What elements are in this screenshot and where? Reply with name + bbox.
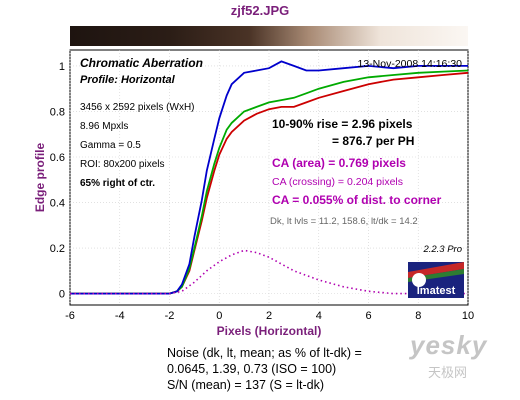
x-tick-label: 4 — [316, 310, 322, 322]
y-axis-label: Edge profile — [33, 143, 47, 213]
edge-gradient-strip — [70, 26, 468, 46]
info-line: 65% right of ctr. — [80, 178, 155, 189]
y-tick-label: 1 — [59, 61, 65, 73]
panel-subheading: Profile: Horizontal — [80, 74, 176, 86]
footer-line-3: S/N (mean) = 137 (S = lt-dk) — [167, 378, 325, 392]
x-tick-label: -4 — [115, 310, 125, 322]
x-tick-label: 2 — [266, 310, 272, 322]
edge-profile-chart: -6 -4 -2 0 2 4 6 8 10 0 0.2 0.4 0.6 0.8 1 Pixels (Horiz… — [33, 49, 474, 338]
panel-heading: Chromatic Aberration — [80, 56, 203, 70]
y-tick-label: 0 — [59, 289, 65, 301]
ca-percent: CA = 0.055% of dist. to corner — [272, 193, 442, 207]
x-axis-label: Pixels (Horizontal) — [217, 324, 322, 338]
info-line: 3456 x 2592 pixels (WxH) — [80, 102, 195, 113]
info-line: 8.96 Mpxls — [80, 121, 128, 132]
chart-title: zjf52.JPG — [230, 3, 290, 18]
x-tick-label: 10 — [462, 310, 474, 322]
x-tick-label: 0 — [216, 310, 222, 322]
x-tick-label: -2 — [165, 310, 175, 322]
rise-line-1: 10-90% rise = 2.96 pixels — [272, 117, 413, 131]
levels-line: Dk, lt lvls = 11.2, 158.6, lt/dk = 14.2 — [270, 216, 418, 227]
rise-line-2: = 876.7 per PH — [332, 134, 414, 148]
y-tick-label: 0.4 — [50, 198, 65, 210]
imatest-logo: Imatest — [408, 262, 464, 298]
info-line: Gamma = 0.5 — [80, 140, 141, 151]
footer-line-1: Noise (dk, lt, mean; as % of lt-dk) = — [167, 346, 362, 360]
x-tick-label: -6 — [65, 310, 75, 322]
logo-text: Imatest — [417, 285, 456, 297]
series-line-blue — [70, 60, 468, 295]
ca-crossing: CA (crossing) = 0.204 pixels — [272, 176, 403, 188]
watermark-logo: yesky — [410, 330, 488, 360]
y-tick-label: 0.8 — [50, 106, 65, 118]
noise-footer: Noise (dk, lt, mean; as % of lt-dk) = 0.… — [167, 345, 362, 393]
x-tick-label: 6 — [365, 310, 371, 322]
version-label: 2.2.3 Pro — [422, 244, 462, 255]
series-line-green — [70, 69, 469, 295]
watermark-sub: 天极网 — [428, 365, 468, 380]
y-tick-label: 0.6 — [50, 152, 65, 164]
panel-date: 13-Nov-2008 14:16:30 — [358, 58, 463, 70]
info-line: ROI: 80x200 pixels — [80, 159, 165, 170]
footer-line-2: 0.0645, 1.39, 0.73 (ISO = 100) — [167, 362, 337, 376]
ca-area: CA (area) = 0.769 pixels — [272, 156, 406, 170]
x-tick-label: 8 — [415, 310, 421, 322]
y-tick-label: 0.2 — [50, 243, 65, 255]
